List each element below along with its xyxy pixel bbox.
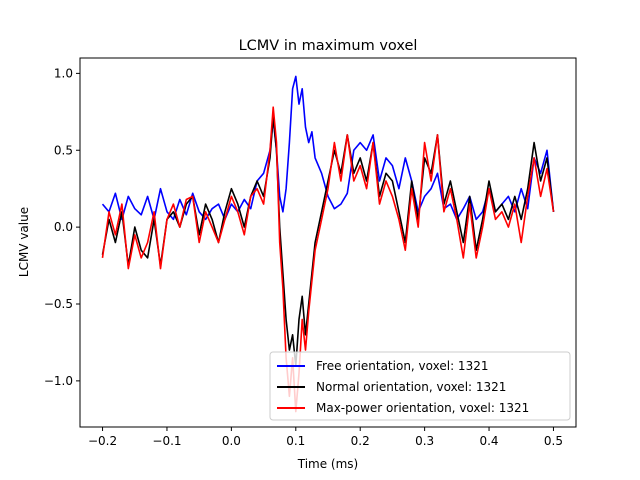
legend-label-1: Free orientation, voxel: 1321 (316, 359, 488, 373)
x-tick-label: 0.0 (222, 434, 241, 448)
x-axis-label: Time (ms) (297, 457, 359, 471)
plot-lines (101, 75, 555, 413)
series-line-3 (101, 106, 555, 413)
x-tick-label: 0.4 (479, 434, 498, 448)
y-tick-label: 0.5 (54, 143, 73, 157)
y-tick-label: 0.0 (54, 220, 73, 234)
x-tick-label: 0.3 (415, 434, 434, 448)
x-tick-label: −0.2 (88, 434, 117, 448)
y-axis-label: LCMV value (17, 207, 31, 277)
y-tick-label: −1.0 (44, 374, 73, 388)
x-tick-label: 0.1 (286, 434, 305, 448)
legend-label-2: Normal orientation, voxel: 1321 (316, 380, 506, 394)
x-tick-label: 0.2 (351, 434, 370, 448)
y-tick-label: 1.0 (54, 66, 73, 80)
legend-label-3: Max-power orientation, voxel: 1321 (316, 401, 529, 415)
chart-title: LCMV in maximum voxel (239, 38, 418, 54)
legend: Free orientation, voxel: 1321 Normal orie… (269, 351, 571, 421)
x-tick-label: 0.5 (544, 434, 563, 448)
axes-frame (79, 57, 577, 428)
x-tick-label: −0.1 (152, 434, 181, 448)
x-axis: −0.2 −0.1 0.0 0.1 0.2 0.3 0.4 0.5 (88, 427, 563, 448)
y-tick-label: −0.5 (44, 297, 73, 311)
legend-box (269, 351, 571, 421)
y-axis: −1.0 −0.5 0.0 0.5 1.0 (44, 66, 80, 388)
